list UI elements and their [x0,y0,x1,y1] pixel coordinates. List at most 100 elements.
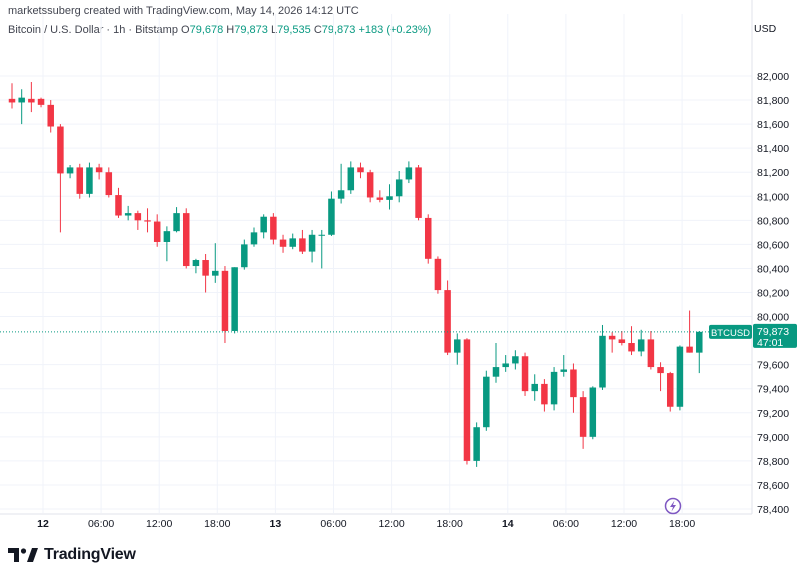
candle-body [463,339,471,461]
time-tick-label: 13 [270,518,282,530]
candle [192,258,200,274]
price-tick-label: 80,200 [757,288,789,300]
candle-body [570,369,577,398]
tradingview-logo[interactable]: TradingView [8,546,136,564]
time-tick-label: 18:00 [669,518,695,530]
change-value: +183 (+0.23%) [358,24,432,36]
candle-body [550,371,558,405]
candle [502,355,509,372]
candle [454,333,461,365]
candle [144,208,151,233]
low-label: L [270,24,278,36]
candle-body [347,167,355,191]
candle-body [666,373,674,407]
candle [279,234,287,253]
symbol-tag-text: BTCUSD [711,328,750,339]
candle-body [47,104,54,127]
candle [76,163,84,199]
candle-body [357,167,364,173]
candle-body [473,427,480,461]
candle [541,379,548,412]
last-price-badge[interactable] [753,323,797,348]
price-tick-label: 82,000 [757,71,789,83]
low-value: 79,535 [277,24,311,36]
time-tick-label: 18:00 [437,518,463,530]
candle [434,256,442,294]
candle [212,243,219,283]
candle [647,330,655,370]
candle-body [66,167,74,174]
time-tick-label: 06:00 [88,518,114,530]
currency-label[interactable]: USD [754,23,777,35]
candle [299,229,306,255]
candle [337,163,345,204]
candle [18,89,25,125]
candle-body [376,197,384,200]
candle [231,267,238,334]
close-value: 79,873 [321,24,356,36]
candle-body [124,213,132,216]
candle [173,207,180,233]
candle-body [144,220,151,222]
time-tick-label: 12:00 [378,518,404,530]
candle-body [531,383,538,392]
price-tick-label: 79,400 [757,384,789,396]
candle [115,187,122,218]
candle-body [599,335,606,388]
price-tick-label: 80,600 [757,239,789,251]
candle-body [192,260,200,267]
candle [8,83,16,109]
candle-body [676,346,684,407]
axes: 82,000 81,800 81,600 81,400 81,200 81,000 80,8… [0,0,789,530]
candle-body [328,198,335,235]
candle-body [444,290,451,353]
candle-body [395,179,403,197]
candle [657,362,664,392]
candle [28,82,35,113]
price-tick-label: 78,600 [757,480,789,492]
candles [8,82,703,467]
candle [328,191,335,236]
event-lightning-icon[interactable] [664,497,682,515]
candle-body [57,126,64,174]
price-tick-label: 80,400 [757,263,789,275]
price-tick-label: 81,200 [757,167,789,179]
candle-body [483,376,490,428]
candle [395,171,403,203]
candle [182,208,190,269]
candle-body [241,244,248,268]
candle-body [318,234,326,236]
instrument-name[interactable]: Bitcoin / U.S. Dollar · 1h · Bitstamp [8,24,178,36]
high-label: H [226,24,235,36]
price-tick-label: 81,000 [757,191,789,203]
candle [47,100,54,133]
candle-body [608,335,616,340]
candle-body [260,216,267,233]
candle-body [405,167,413,180]
candle-body [212,270,219,276]
candle-body [202,260,209,276]
candle [512,350,519,370]
candle [57,124,64,233]
candle-body [579,397,587,437]
candle-body [163,231,171,242]
candle-body [424,217,432,259]
candle [357,162,364,179]
candle [608,332,616,353]
candle [696,330,703,374]
candle [250,227,258,247]
candle-body [270,216,277,240]
candle-body [37,98,45,105]
candle [366,169,374,203]
candle-body [589,387,597,437]
candle [318,229,326,269]
instrument-legend: Bitcoin / U.S. Dollar · 1h · Bitstamp O7… [8,24,431,36]
candle-body [308,234,316,252]
candle [260,214,267,239]
candle [95,163,103,180]
candle-body [415,167,422,218]
symbol-tag-bg [709,324,752,339]
time-tick-label: 12:00 [146,518,172,530]
